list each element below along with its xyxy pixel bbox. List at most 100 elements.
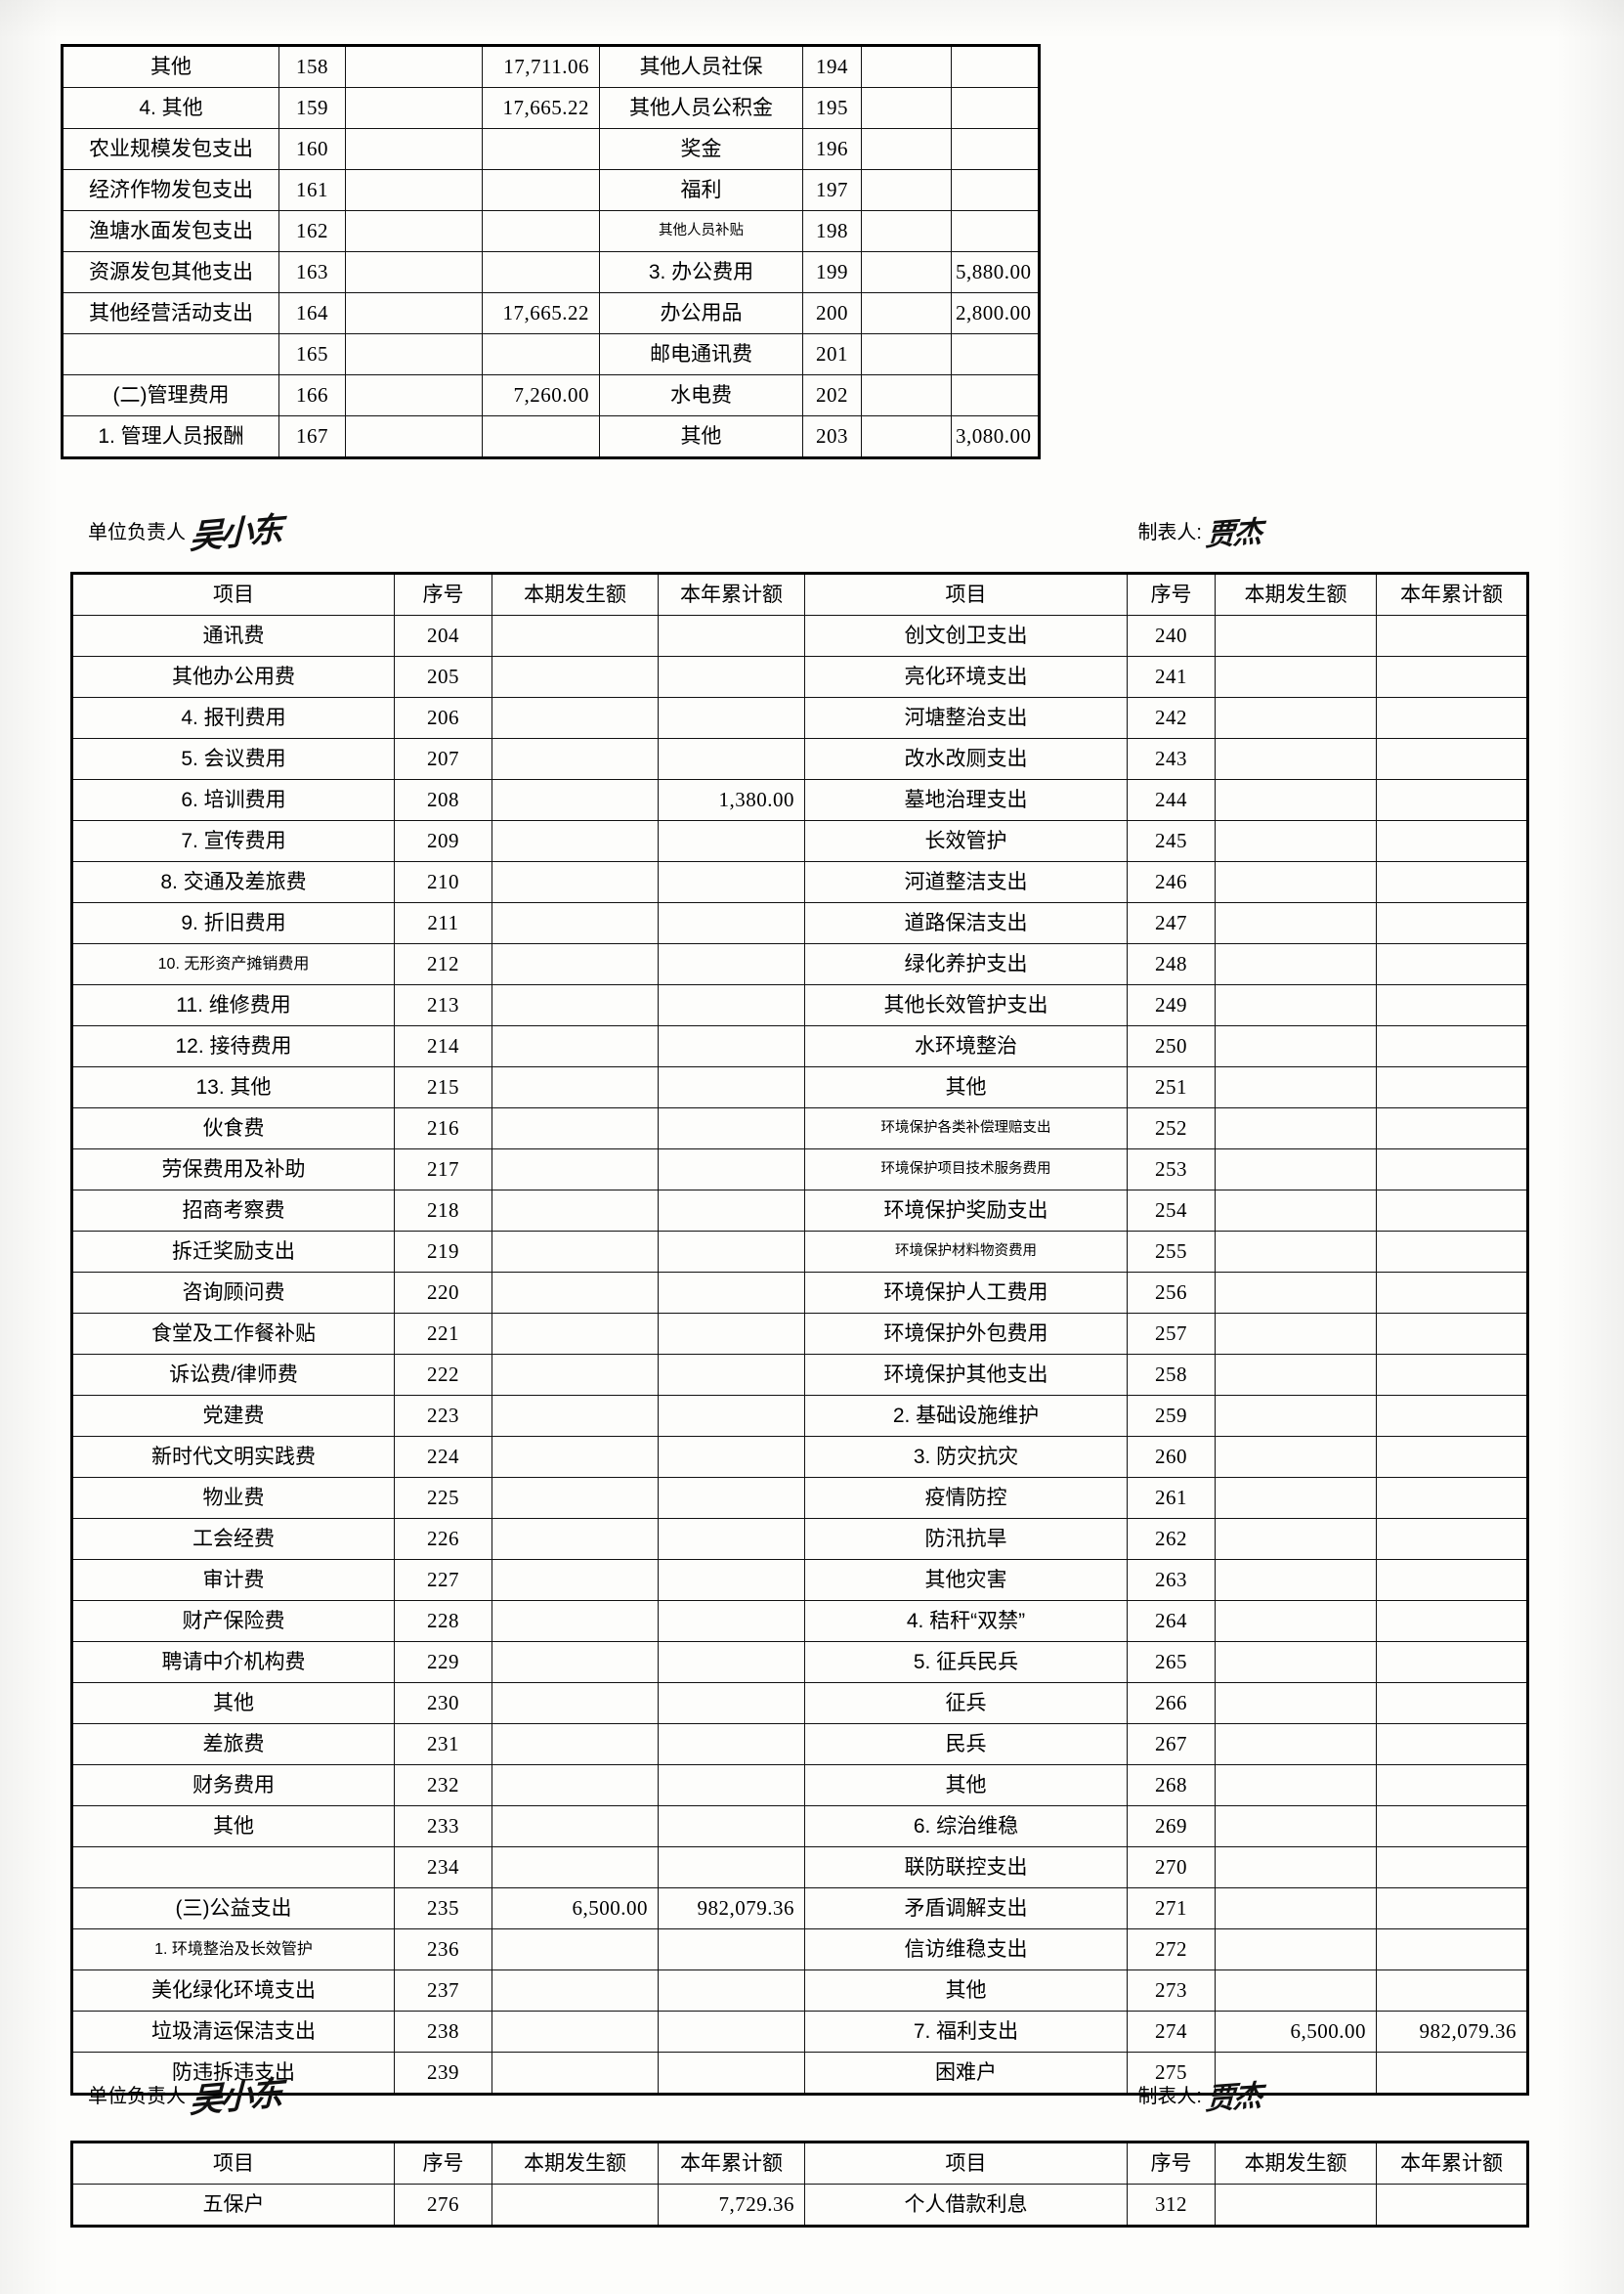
ytd-amount-right — [1376, 943, 1528, 985]
ytd-amount-right — [1376, 1887, 1528, 1929]
seq-number-right: 263 — [1127, 1559, 1216, 1601]
current-amount-right — [1215, 1395, 1377, 1437]
table-row: 其他 233 6. 综治维稳 269 — [71, 1805, 1528, 1847]
seq-number-right: 256 — [1127, 1272, 1216, 1314]
item-label-left: 聘请中介机构费 — [71, 1641, 395, 1683]
item-label-left — [62, 333, 279, 375]
item-label-left: 食堂及工作餐补贴 — [71, 1313, 395, 1355]
seq-number-left: 229 — [394, 1641, 492, 1683]
seq-number-left: 233 — [394, 1805, 492, 1847]
current-amount-left — [345, 292, 483, 334]
seq-number-right: 246 — [1127, 861, 1216, 903]
column-header: 序号 — [1127, 2142, 1216, 2185]
seq-number-right: 267 — [1127, 1723, 1216, 1765]
current-amount-left — [491, 1313, 659, 1355]
current-amount-left — [491, 1641, 659, 1683]
table-row: 差旅费 231 民兵 267 — [71, 1723, 1528, 1765]
table-row: 4. 报刊费用 206 河塘整治支出 242 — [71, 697, 1528, 739]
ytd-amount-right — [1376, 656, 1528, 698]
seq-number-left: 216 — [394, 1107, 492, 1149]
ytd-amount-left — [482, 251, 600, 293]
current-amount-right — [1215, 1518, 1377, 1560]
ytd-amount-right — [951, 45, 1040, 88]
current-amount-right — [1215, 1969, 1377, 2012]
item-label-left: 财产保险费 — [71, 1600, 395, 1642]
table-row: 8. 交通及差旅费 210 河道整洁支出 246 — [71, 861, 1528, 903]
current-amount-left — [491, 1600, 659, 1642]
seq-number-left: 163 — [278, 251, 346, 293]
ytd-amount-left — [658, 1436, 805, 1478]
item-label-left: 其他 — [71, 1682, 395, 1724]
item-label-left: 5. 会议费用 — [71, 738, 395, 780]
current-amount-left — [491, 1682, 659, 1724]
seq-number-left: 205 — [394, 656, 492, 698]
table-row: 其他 230 征兵 266 — [71, 1682, 1528, 1724]
column-header: 项目 — [71, 573, 395, 616]
table-row: 6. 培训费用 208 1,380.00 墓地治理支出 244 — [71, 779, 1528, 821]
item-label-left: 其他 — [71, 1805, 395, 1847]
current-amount-right — [1215, 738, 1377, 780]
seq-number-left: 212 — [394, 943, 492, 985]
table-row: 1. 管理人员报酬 167 其他 203 3,080.00 — [62, 415, 1040, 458]
seq-number-right: 259 — [1127, 1395, 1216, 1437]
ytd-amount-left — [658, 1928, 805, 1970]
ytd-amount-left — [658, 656, 805, 698]
seq-number-right: 196 — [802, 128, 862, 170]
item-label-right: 奖金 — [599, 128, 803, 170]
current-amount-left — [491, 1928, 659, 1970]
ytd-amount-right — [1376, 820, 1528, 862]
item-label-right: 联防联控支出 — [804, 1846, 1128, 1888]
ytd-amount-left: 7,260.00 — [482, 374, 600, 416]
ytd-amount-right — [1376, 861, 1528, 903]
current-amount-right: 6,500.00 — [1215, 2011, 1377, 2053]
current-amount-right — [1215, 1928, 1377, 1970]
item-label-left: 垃圾清运保洁支出 — [71, 2011, 395, 2053]
ytd-amount-left — [658, 1641, 805, 1683]
current-amount-left — [491, 1764, 659, 1806]
table-row: 党建费 223 2. 基础设施维护 259 — [71, 1395, 1528, 1437]
item-label-left: 经济作物发包支出 — [62, 169, 279, 211]
item-label-left: 诉讼费/律师费 — [71, 1354, 395, 1396]
current-amount-left — [345, 45, 483, 88]
current-amount-right — [1215, 861, 1377, 903]
item-label-right: 邮电通讯费 — [599, 333, 803, 375]
item-label-left: 财务费用 — [71, 1764, 395, 1806]
item-label-left: 物业费 — [71, 1477, 395, 1519]
ytd-amount-left — [658, 943, 805, 985]
table-row: 聘请中介机构费 229 5. 征兵民兵 265 — [71, 1641, 1528, 1683]
current-amount-right — [1215, 1272, 1377, 1314]
item-label-left: 通讯费 — [71, 615, 395, 657]
seq-number-left: 217 — [394, 1148, 492, 1190]
table-row: 美化绿化环境支出 237 其他 273 — [71, 1969, 1528, 2012]
item-label-right: 道路保洁支出 — [804, 902, 1128, 944]
ytd-amount-left — [658, 1764, 805, 1806]
current-amount-right — [861, 374, 952, 416]
table-row: (二)管理费用 166 7,260.00 水电费 202 — [62, 374, 1040, 416]
ytd-amount-left — [658, 1272, 805, 1314]
table-row: 财务费用 232 其他 268 — [71, 1764, 1528, 1806]
current-amount-right — [861, 45, 952, 88]
ytd-amount-right — [1376, 1682, 1528, 1724]
ytd-amount-left — [482, 333, 600, 375]
current-amount-left — [491, 1190, 659, 1232]
item-label-left: 4. 其他 — [62, 87, 279, 129]
ytd-amount-right — [1376, 1928, 1528, 1970]
item-label-right: 征兵 — [804, 1682, 1128, 1724]
seq-number-left: 158 — [278, 45, 346, 88]
unit-head-label-2: 单位负责人 — [88, 2086, 186, 2107]
table-row: 工会经费 226 防汛抗旱 262 — [71, 1518, 1528, 1560]
current-amount-left — [491, 697, 659, 739]
current-amount-right — [861, 87, 952, 129]
ytd-amount-left — [658, 1600, 805, 1642]
table-block-main: 项目 序号 本期发生额 本年累计额 项目 序号 本期发生额 本年累计额 通讯费 204 创文创卫支出… — [70, 572, 1529, 2096]
current-amount-right — [861, 128, 952, 170]
item-label-left: 伙食费 — [71, 1107, 395, 1149]
item-label-left: 12. 接待费用 — [71, 1025, 395, 1067]
seq-number-right: 274 — [1127, 2011, 1216, 2053]
column-header: 本年累计额 — [658, 2142, 805, 2185]
seq-number-right: 312 — [1127, 2184, 1216, 2227]
item-label-right: 其他 — [804, 1066, 1128, 1108]
current-amount-right — [1215, 1313, 1377, 1355]
ytd-amount-right: 982,079.36 — [1376, 2011, 1528, 2053]
item-label-right: 7. 福利支出 — [804, 2011, 1128, 2053]
